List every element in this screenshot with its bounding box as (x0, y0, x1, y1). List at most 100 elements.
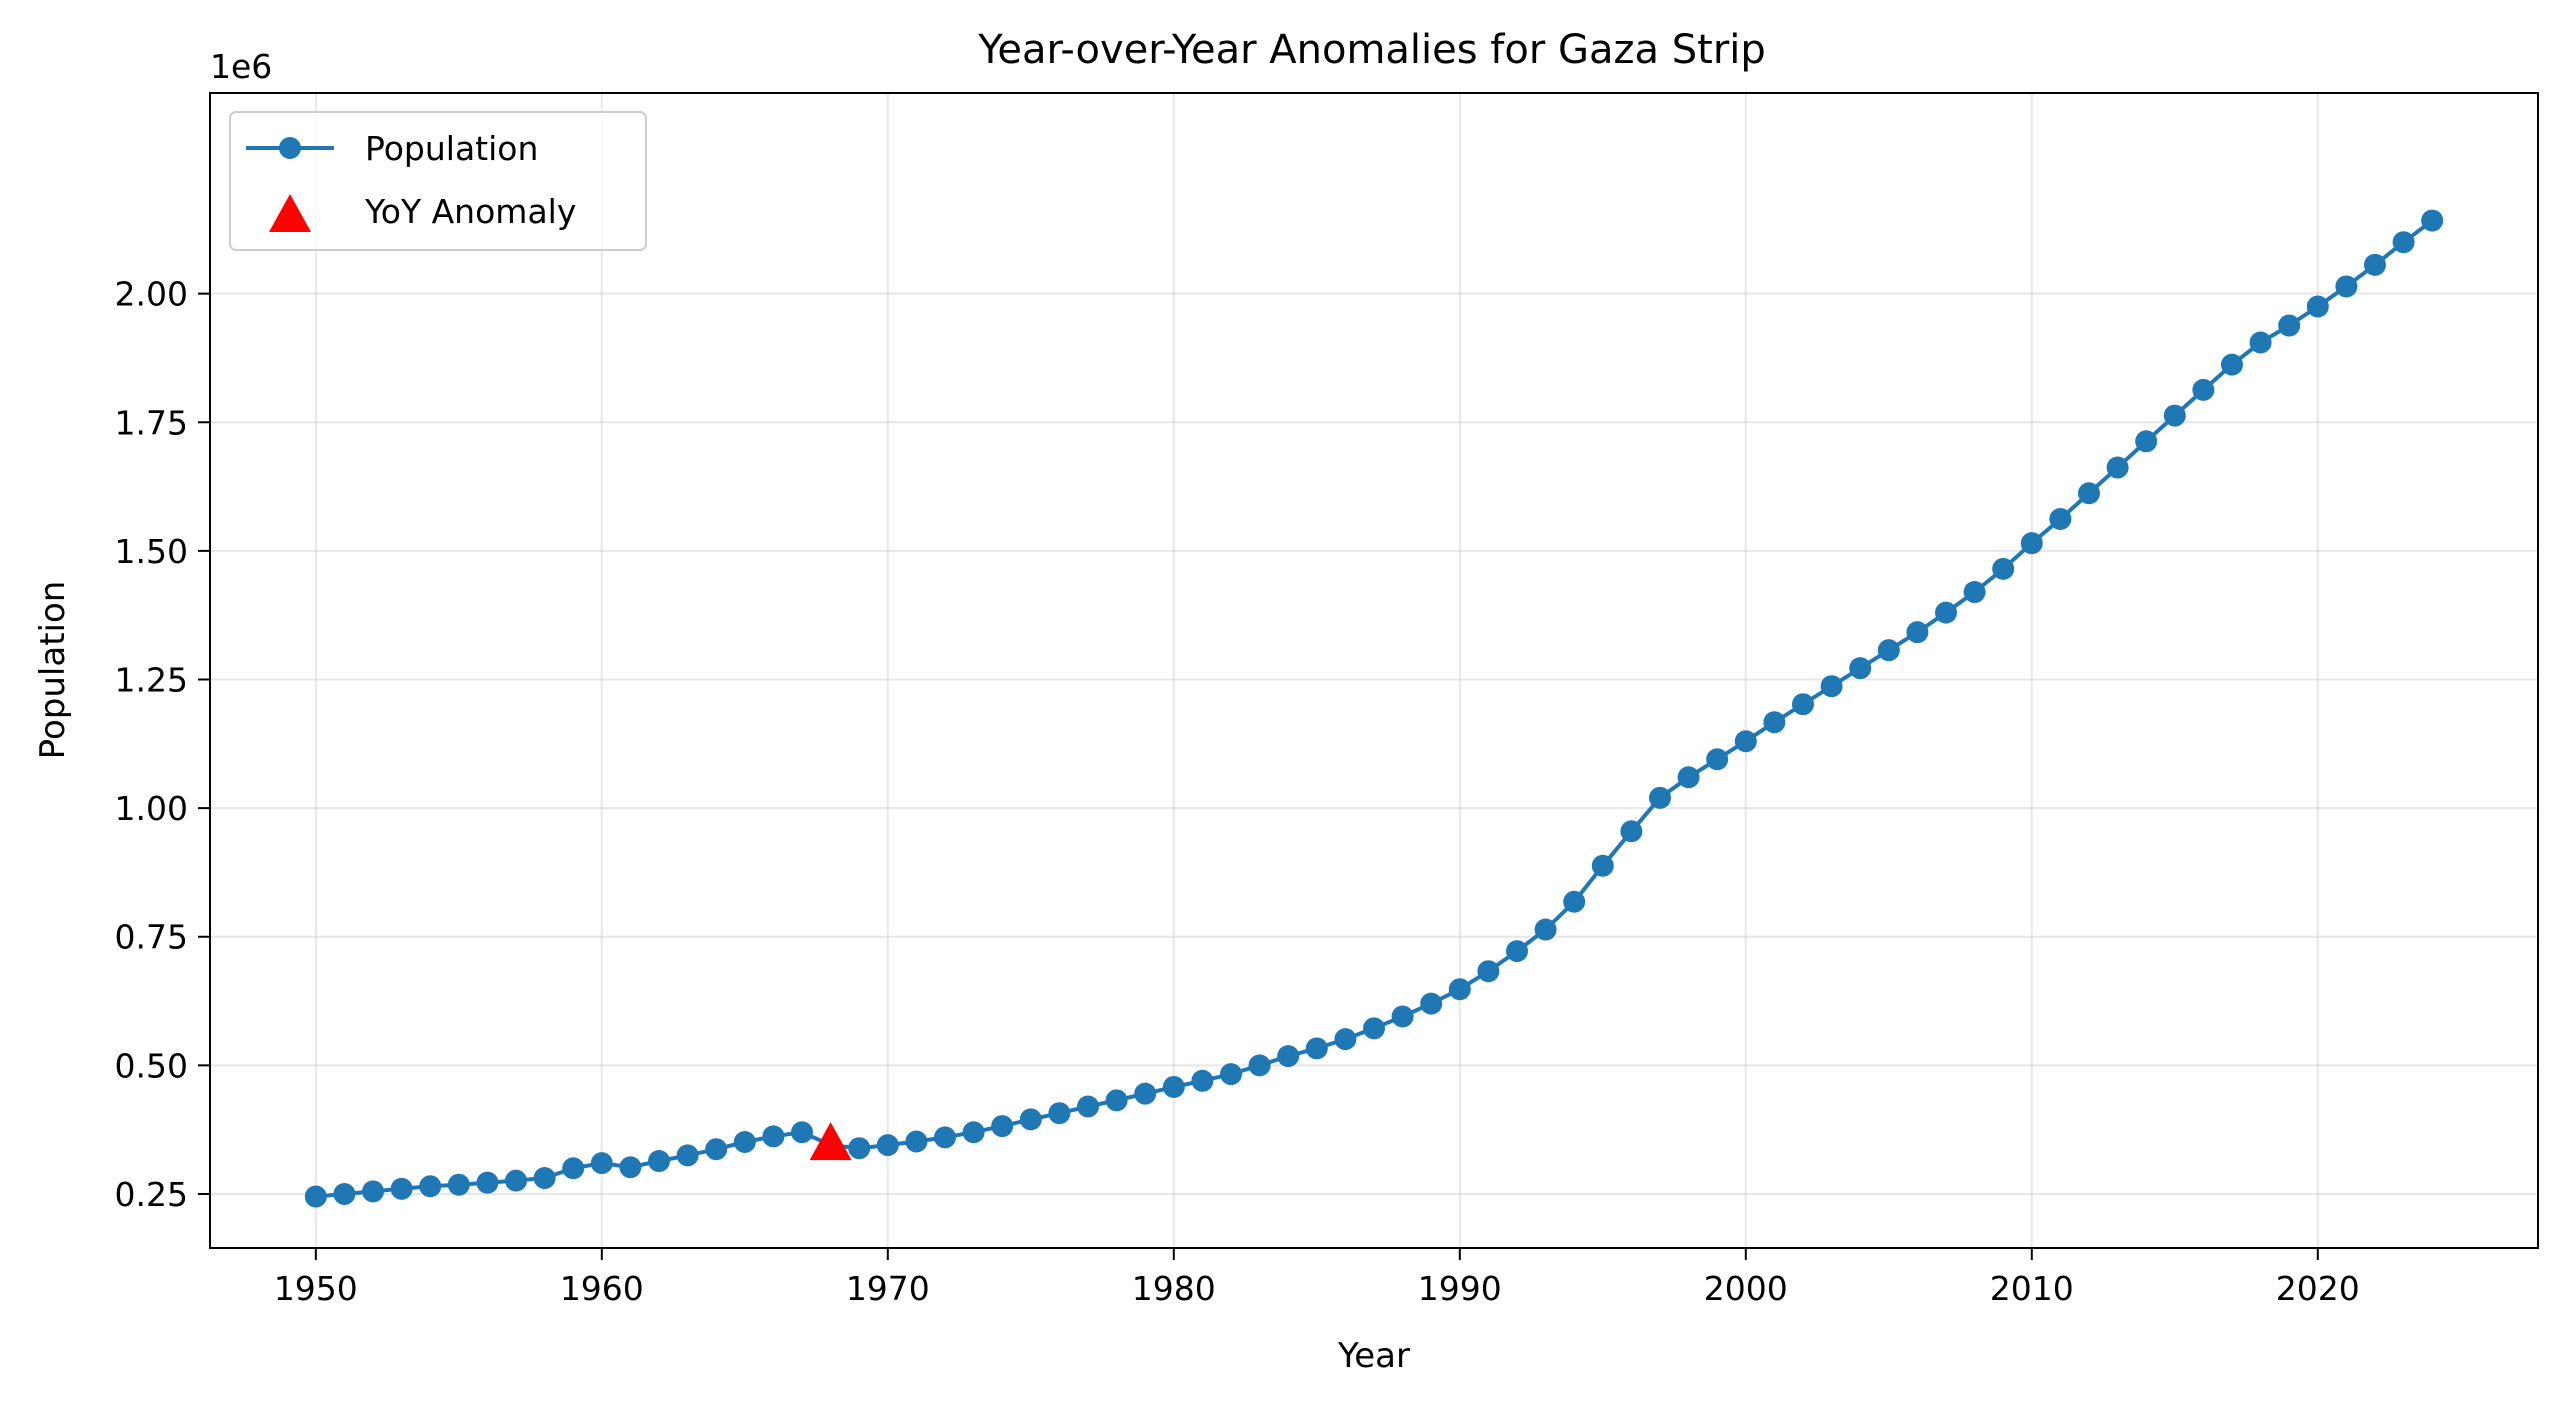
x-axis-label: Year (1337, 1336, 1410, 1376)
x-tick-label: 2000 (1704, 1269, 1788, 1308)
population-point (1363, 1017, 1385, 1040)
population-point (1791, 693, 1814, 716)
population-point (2335, 275, 2358, 298)
population-point (1134, 1082, 1157, 1105)
population-point (1963, 581, 1986, 604)
population-point (1763, 711, 1786, 734)
y-tick-label: 1.50 (115, 532, 188, 571)
y-tick-label: 0.50 (115, 1046, 188, 1085)
x-tick-label: 2010 (1990, 1269, 2074, 1308)
population-point (2392, 231, 2415, 254)
population-point (1191, 1069, 1214, 1092)
population-point (2249, 331, 2272, 354)
population-point (2135, 430, 2158, 453)
axis-ticks: 1950 1960 1970 1980 1990 2000 2010 2020 0.25 0.50… (115, 275, 2360, 1308)
plot-series (304, 209, 2444, 1208)
y-tick-label: 0.75 (115, 918, 188, 957)
legend-population-marker (279, 137, 301, 159)
y-tick-label: 1.75 (115, 403, 188, 442)
y-axis-label: Population (33, 581, 73, 760)
population-point (2421, 209, 2444, 232)
population-point (1849, 657, 1872, 680)
y-tick-label: 1.25 (115, 661, 188, 700)
population-point (1448, 978, 1471, 1001)
population-point (905, 1130, 928, 1153)
population-point (1820, 675, 1843, 698)
population-point (991, 1115, 1014, 1138)
population-point (705, 1138, 728, 1161)
population-point (2220, 353, 2243, 376)
y-tick-label: 0.25 (115, 1175, 188, 1214)
population-point (2278, 314, 2301, 337)
population-point (362, 1180, 385, 1203)
population-point (1906, 621, 1929, 644)
population-point (505, 1169, 528, 1192)
population-point (962, 1121, 985, 1144)
population-point (1734, 730, 1757, 753)
population-point (762, 1125, 785, 1148)
population-point (1677, 766, 1700, 789)
anomaly-point (809, 1122, 852, 1161)
x-tick-label: 1970 (846, 1269, 930, 1308)
y-offset-label: 1e6 (210, 47, 272, 86)
population-point (733, 1131, 756, 1154)
population-point (1877, 639, 1900, 662)
legend-anomaly-marker (269, 194, 311, 232)
population-point (1277, 1045, 1300, 1068)
x-tick-label: 1980 (1132, 1269, 1216, 1308)
population-point (2192, 378, 2215, 401)
population-point (1420, 992, 1443, 1015)
population-point (1992, 557, 2015, 580)
population-point (1620, 820, 1643, 843)
grid (210, 93, 2538, 1248)
y-tick-label: 1.00 (115, 789, 188, 828)
population-point (1591, 854, 1614, 877)
population-point (1334, 1028, 1357, 1051)
legend-population-label: Population (365, 129, 538, 168)
population-point (1648, 786, 1671, 809)
population-point (676, 1144, 699, 1167)
population-point (1019, 1108, 1042, 1131)
population-point (1048, 1102, 1071, 1125)
population-point (1563, 890, 1586, 913)
plot-frame (209, 92, 2539, 1249)
population-point (304, 1185, 327, 1208)
population-point (1220, 1063, 1243, 1086)
population-point (1534, 918, 1557, 941)
population-point (2020, 532, 2043, 555)
population-point (1391, 1005, 1414, 1028)
population-point (562, 1157, 585, 1180)
population-point (1105, 1089, 1128, 1112)
population-point (791, 1121, 814, 1144)
population-point (1305, 1037, 1328, 1060)
population-point (2163, 404, 2186, 427)
population-point (2106, 456, 2129, 479)
x-tick-label: 1960 (560, 1269, 644, 1308)
population-point (590, 1152, 613, 1175)
population-point (1934, 601, 1957, 624)
x-tick-label: 2020 (2276, 1269, 2360, 1308)
population-point (876, 1134, 899, 1157)
population-point (390, 1177, 413, 1200)
population-point (619, 1156, 642, 1179)
x-tick-label: 1990 (1418, 1269, 1502, 1308)
population-point (333, 1182, 356, 1205)
population-point (2363, 253, 2386, 276)
population-point (648, 1150, 671, 1173)
legend: Population YoY Anomaly (229, 111, 647, 251)
x-tick-label: 1950 (274, 1269, 358, 1308)
population-point (533, 1167, 556, 1190)
population-point (1706, 748, 1729, 771)
chart-title: Year-over-Year Anomalies for Gaza Strip (977, 27, 1766, 73)
y-tick-label: 2.00 (115, 275, 188, 314)
legend-anomaly-label: YoY Anomaly (364, 192, 576, 231)
population-point (848, 1137, 871, 1160)
population-point (1505, 940, 1528, 963)
population-point (1077, 1095, 1100, 1118)
population-point (1162, 1075, 1185, 1098)
population-point (934, 1126, 957, 1149)
population-point (447, 1173, 470, 1196)
population-point (2306, 295, 2329, 318)
population-point (1477, 960, 1500, 983)
